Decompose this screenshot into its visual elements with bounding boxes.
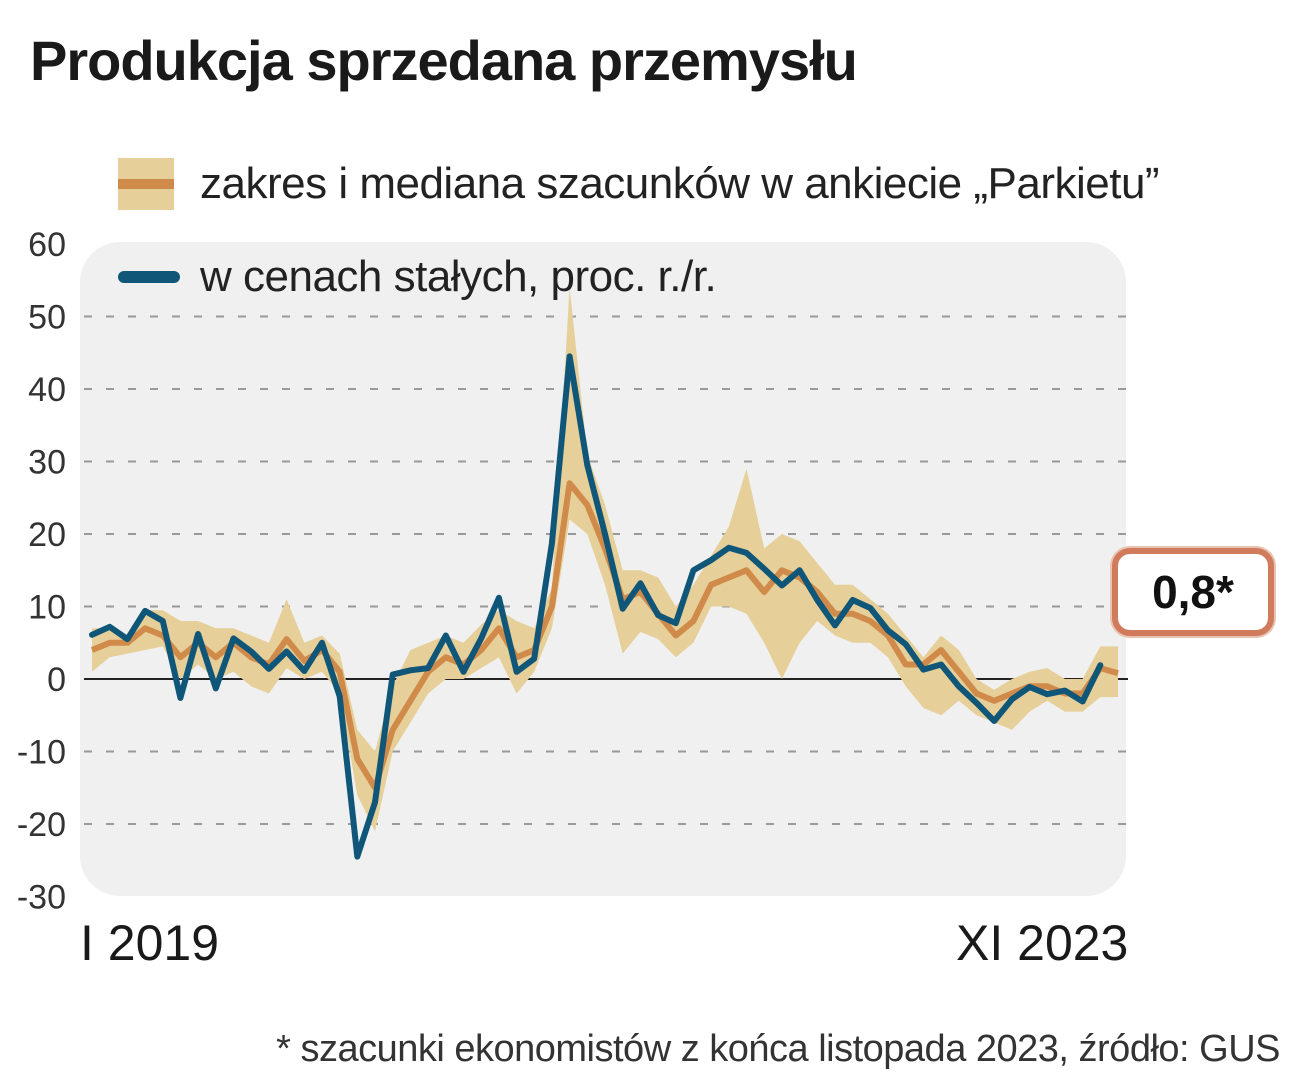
- legend-line-label: w cenach stałych, proc. r./r.: [200, 252, 717, 301]
- forecast-callout: 0,8*: [1112, 548, 1274, 636]
- legend-range-label: zakres i mediana szacunków w ankiecie „P…: [200, 159, 1160, 208]
- range-band: [92, 287, 1118, 832]
- y-tick-label: 20: [28, 516, 66, 554]
- y-tick-label: -20: [17, 806, 66, 844]
- footnote: * szacunki ekonomistów z końca listopada…: [276, 1028, 1280, 1070]
- legend-line: w cenach stałych, proc. r./r.: [118, 252, 717, 302]
- y-tick-label: -10: [17, 734, 66, 772]
- actual-line: [89, 353, 1104, 860]
- y-axis-ticks: 60 50 40 30 20 10 0 -10 -20 -30: [17, 226, 66, 917]
- estimate-range-band: [92, 287, 1118, 832]
- y-tick-label: 0: [47, 661, 66, 699]
- chart-title: Produkcja sprzedana przemysłu: [30, 29, 858, 92]
- legend-range: zakres i mediana szacunków w ankiecie „P…: [118, 158, 1160, 210]
- y-tick-label: 40: [28, 371, 66, 409]
- y-tick-label: 50: [28, 299, 66, 337]
- y-tick-label: 30: [28, 444, 66, 482]
- legend-line-swatch: [118, 271, 180, 283]
- y-tick-label: 10: [28, 589, 66, 627]
- x-axis-end-label: XI 2023: [956, 915, 1129, 971]
- y-tick-label: -30: [17, 879, 66, 917]
- y-tick-label: 60: [28, 226, 66, 264]
- legend-range-swatch: [118, 158, 174, 210]
- actual-production-line: [89, 353, 1104, 860]
- x-axis-start-label: I 2019: [80, 915, 220, 971]
